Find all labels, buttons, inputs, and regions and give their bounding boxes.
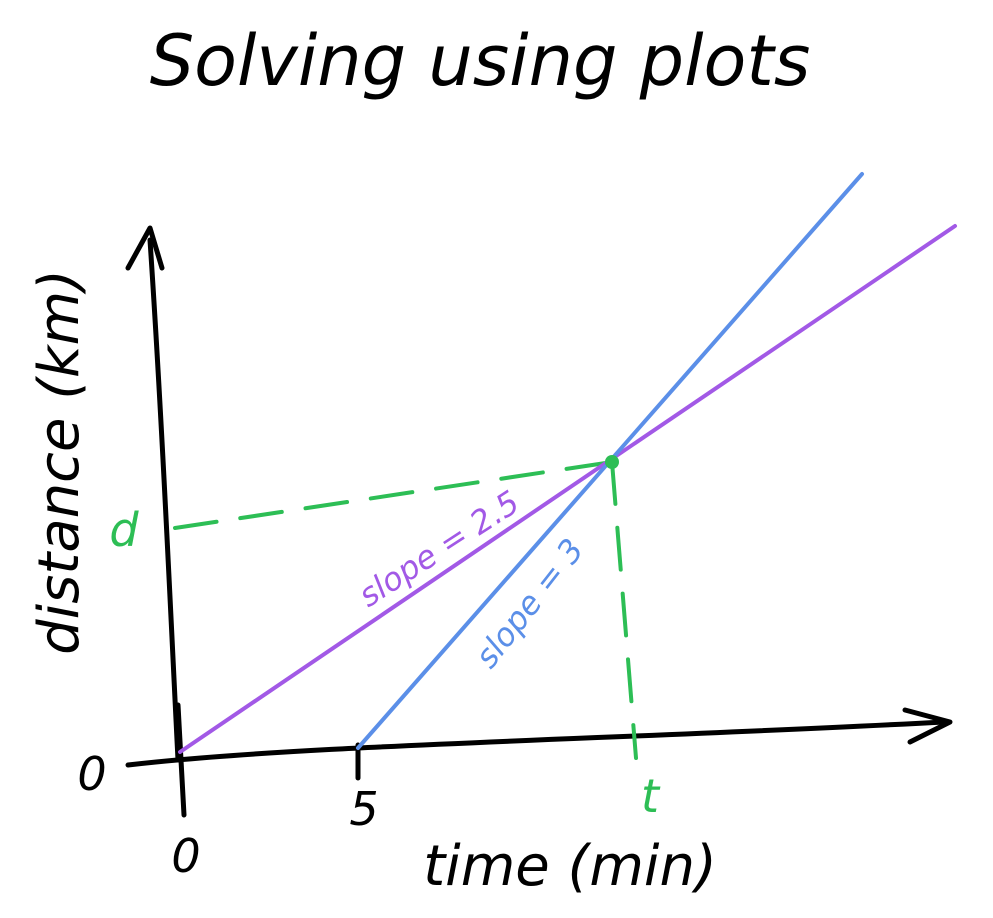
intersection-guide-vertical xyxy=(610,460,638,760)
line-slope-2-5 xyxy=(178,224,957,754)
slope-label-purple: slope = 2.5 xyxy=(352,483,526,615)
y-axis-label: distance (km) xyxy=(27,269,92,655)
y-axis-arrowhead xyxy=(125,225,165,271)
x-tick-label-5: 5 xyxy=(349,782,378,836)
x-axis xyxy=(125,719,948,768)
y-axis xyxy=(147,237,181,763)
x-axis-label: time (min) xyxy=(423,834,717,899)
intersection-guide-horizontal xyxy=(173,460,614,530)
intersection-x-label: t xyxy=(641,769,661,823)
x-origin-label: 0 xyxy=(171,829,200,883)
intersection-point xyxy=(605,455,619,469)
y-origin-label: 0 xyxy=(77,747,106,801)
page-title: Solving using plots xyxy=(150,20,811,102)
x-axis-arrowhead xyxy=(902,707,953,745)
intersection-y-label: d xyxy=(109,503,139,557)
